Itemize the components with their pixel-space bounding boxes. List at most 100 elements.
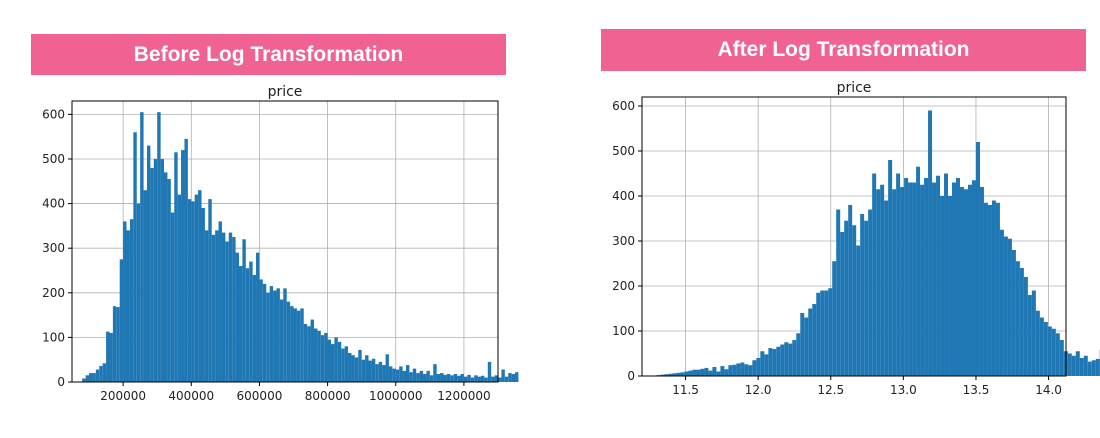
x-tick-label: 800000 [305,389,351,403]
histogram-bar [365,355,369,382]
histogram-bar [515,372,519,382]
histogram-bar [153,158,158,382]
histogram-bar [487,361,492,382]
histogram-bar [1039,317,1044,376]
histogram-bar [852,225,857,376]
histogram-bar [884,200,889,376]
histogram-bar [273,290,277,382]
histogram-bar [756,358,761,376]
histogram-bar [467,374,471,382]
chart-title: price [268,84,303,100]
y-tick-label: 400 [42,197,65,211]
histogram-bar [293,308,297,382]
histogram-bar [991,200,996,376]
histogram-bar [242,239,246,382]
histogram-bar [341,348,345,382]
histogram-bar [1055,333,1060,376]
histogram-bar [740,362,745,376]
histogram-bar [888,160,893,376]
histogram-bar [426,370,430,382]
y-tick-label: 300 [612,234,635,248]
histogram-bar [716,371,721,376]
histogram-bar [1019,268,1024,376]
histogram-bar [453,373,458,382]
histogram-bar [952,182,957,376]
histogram-bar [700,368,705,376]
histogram-bar [908,182,913,376]
histogram-bar [348,353,352,382]
histogram-bar [1079,358,1084,376]
histogram-bar [1031,290,1036,376]
histogram-bar [484,377,488,382]
histogram-bar [136,203,141,382]
histogram-bar [748,365,753,376]
histogram-bar [419,370,424,382]
histogram-bar [828,288,833,376]
histogram-bar [684,371,689,376]
histogram-bar [211,234,216,382]
histogram-bar [405,365,410,382]
x-tick-label: 600000 [237,389,283,403]
histogram-bar [1087,361,1092,376]
histogram-bar [956,178,960,376]
histogram-bar [225,241,229,382]
histogram-bar [235,252,239,382]
histogram-bar [872,173,877,376]
histogram-bar [252,274,257,382]
histogram-bar [402,370,406,382]
histogram-bar [218,221,222,382]
histogram-bar [385,354,389,382]
histogram-bar [491,376,495,382]
histogram-bar [446,373,451,382]
histogram-bar [262,283,267,382]
histogram-bar [776,346,781,376]
histogram-bar [143,190,147,382]
plot-frame [641,96,1067,377]
histogram-bar [928,110,933,376]
histogram-bar [395,369,400,382]
histogram-bar [800,313,805,376]
histogram-bar [876,189,881,376]
x-tick-label: 1000000 [369,389,422,403]
histogram-bar [836,209,841,376]
histogram-bar [896,173,901,376]
histogram-bar [412,368,417,382]
histogram-bar [174,152,178,382]
histogram-bar [334,337,338,382]
histogram-bar [232,237,236,382]
histogram-bar [764,354,769,376]
histogram-bar [1059,340,1064,376]
histogram-bar [1035,310,1040,376]
histogram-bar [971,180,976,376]
histogram-bar [160,158,165,382]
histogram-bar [358,349,362,382]
x-tick-label: 11.5 [672,383,699,397]
y-tick-label: 500 [42,152,65,166]
histogram-bar [204,230,209,382]
histogram-bar [89,373,93,382]
histogram-bar [378,361,383,382]
histogram-bar [146,145,151,382]
histogram-bar [181,150,185,382]
histogram-bar [1067,353,1072,376]
histogram-bar [1091,360,1096,376]
histogram-bar [796,333,801,376]
histogram-bar [792,340,797,376]
histogram-bar [215,230,219,382]
histogram-bar [201,208,205,382]
y-tick-label: 100 [612,324,635,338]
histogram-bar [337,341,342,382]
y-tick-label: 300 [42,241,65,255]
histogram-bar [133,132,137,382]
histogram-bar [429,375,434,382]
x-tick-label: 13.0 [890,383,917,397]
histogram-bar [1007,238,1012,376]
histogram-bar [1043,322,1048,376]
histogram-bar [303,324,308,382]
y-tick-label: 100 [42,330,65,344]
histogram-bar [752,360,757,376]
histogram-bar [313,328,318,382]
histogram-bar [286,301,291,382]
histogram-bar [198,190,202,382]
histogram-bar [664,374,669,376]
